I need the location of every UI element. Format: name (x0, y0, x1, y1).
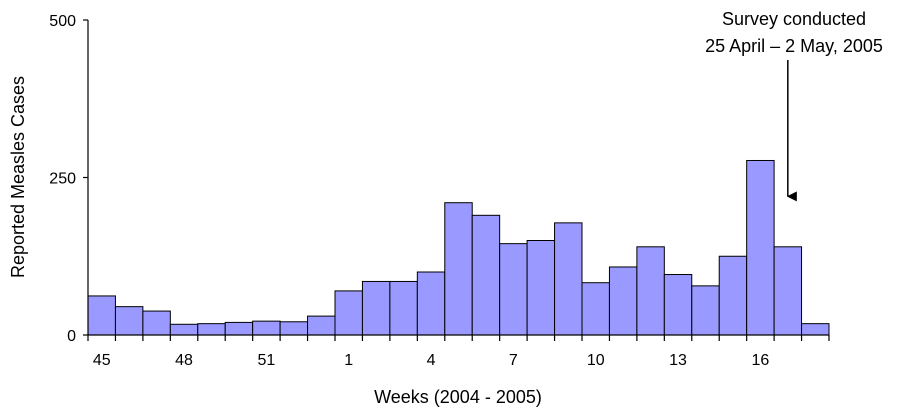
x-tick-label-13: 13 (669, 352, 687, 369)
bar-week-18 (801, 323, 830, 336)
bar-week-5 (444, 202, 473, 336)
y-tick-label: 500 (49, 13, 76, 30)
x-tick-label-16: 16 (751, 352, 769, 369)
x-tick-label-45: 45 (93, 352, 111, 369)
bar-week-2 (361, 280, 391, 336)
bar-week-14 (691, 285, 720, 336)
y-tick-label: 250 (49, 171, 76, 188)
bar-week-46 (114, 306, 144, 336)
bar-week-45 (87, 295, 116, 336)
y-ticks-group: 0 250 500 (49, 13, 88, 345)
bar-week-17 (773, 246, 803, 336)
bar-week-6 (471, 214, 501, 336)
annotation-line-2: 25 April – 2 May, 2005 (705, 36, 883, 56)
survey-annotation: Survey conducted 25 April – 2 May, 2005 (705, 9, 883, 202)
bar-week-51 (252, 320, 281, 336)
x-tick-label-51: 51 (257, 352, 275, 369)
bar-week-47 (142, 310, 171, 336)
bar-week-53 (307, 315, 336, 336)
bar-week-52 (279, 321, 309, 336)
x-ticks-group: 45 48 51 1 4 7 10 13 16 (87, 335, 830, 369)
bar-week-16 (746, 159, 775, 336)
annotation-line-1: Survey conducted (722, 9, 866, 29)
x-tick-label-1: 1 (344, 352, 353, 369)
x-tick-label-7: 7 (509, 352, 518, 369)
bars-group (87, 159, 830, 336)
x-axis-title: Weeks (2004 - 2005) (374, 387, 542, 407)
bar-week-7 (499, 243, 528, 336)
bar-week-3 (389, 280, 418, 336)
x-tick-label-48: 48 (175, 352, 193, 369)
x-tick-label-10: 10 (587, 352, 605, 369)
bar-week-4 (416, 271, 446, 336)
bar-week-48 (169, 323, 199, 336)
bar-week-15 (718, 255, 748, 336)
bar-week-49 (197, 323, 226, 336)
y-axis-title: Reported Measles Cases (8, 76, 28, 278)
bar-week-10 (581, 282, 610, 336)
bar-week-11 (608, 266, 638, 336)
bar-week-8 (526, 240, 556, 336)
bar-week-12 (636, 246, 665, 336)
bar-week-1 (334, 290, 363, 336)
bar-week-13 (663, 274, 693, 336)
bar-week-50 (224, 321, 254, 336)
y-tick-label: 0 (67, 328, 76, 345)
bar-week-9 (554, 222, 583, 336)
x-tick-label-4: 4 (427, 352, 436, 369)
